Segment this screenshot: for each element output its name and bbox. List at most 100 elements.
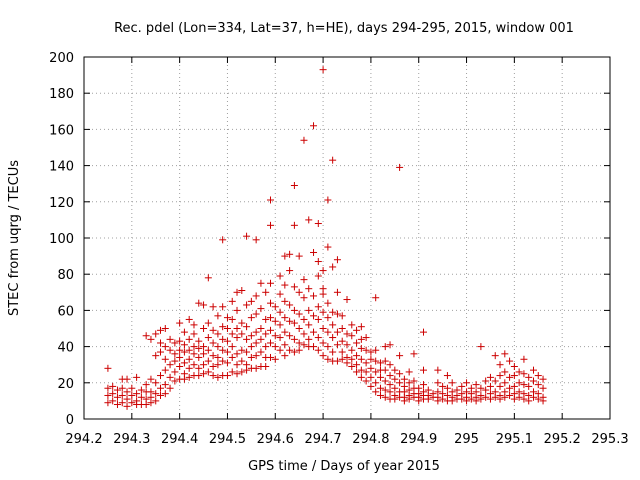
data-point [118, 384, 126, 392]
x-tick-label: 294.5 [209, 432, 246, 447]
data-point [161, 381, 169, 389]
data-point [200, 361, 208, 369]
data-point [238, 346, 246, 354]
data-point [353, 326, 361, 334]
data-point [376, 384, 384, 392]
data-point [157, 384, 165, 392]
data-point [424, 395, 432, 403]
data-point [333, 256, 341, 264]
data-point [180, 341, 188, 349]
data-point [333, 341, 341, 349]
data-point [376, 359, 384, 367]
data-point [223, 372, 231, 380]
data-point [176, 346, 184, 354]
data-point [314, 346, 322, 354]
data-point [520, 395, 528, 403]
data-point [448, 397, 456, 405]
data-point [123, 388, 131, 396]
data-point [209, 303, 217, 311]
data-point [257, 335, 265, 343]
data-point [157, 372, 165, 380]
data-point [290, 182, 298, 190]
data-point [458, 382, 466, 390]
data-point [520, 355, 528, 363]
data-point [152, 352, 160, 360]
data-point [286, 332, 294, 340]
data-point [324, 299, 332, 307]
data-point [501, 393, 509, 401]
data-point [228, 315, 236, 323]
data-point [510, 363, 518, 371]
data-point [410, 377, 418, 385]
data-point [324, 328, 332, 336]
y-tick-label: 120 [49, 196, 74, 211]
data-point [128, 399, 136, 407]
data-point [539, 375, 547, 383]
data-point [314, 220, 322, 228]
data-point [180, 328, 188, 336]
data-point [281, 352, 289, 360]
data-point [443, 384, 451, 392]
grid-lines [84, 57, 610, 419]
data-point [520, 370, 528, 378]
data-point [266, 279, 274, 287]
data-point [405, 368, 413, 376]
data-point [443, 372, 451, 380]
data-point [228, 330, 236, 338]
data-point [176, 363, 184, 371]
data-point [458, 395, 466, 403]
data-point [252, 339, 260, 347]
data-point [142, 401, 150, 409]
data-point [357, 366, 365, 374]
data-point [386, 372, 394, 380]
data-point [252, 352, 260, 360]
data-point [281, 297, 289, 305]
data-point [266, 196, 274, 204]
data-point [271, 343, 279, 351]
x-tick-label: 294.8 [352, 432, 389, 447]
data-point [290, 306, 298, 314]
chart-title: Rec. pdel (Lon=334, Lat=37, h=HE), days … [114, 21, 574, 36]
data-point [348, 332, 356, 340]
data-point [434, 397, 442, 405]
data-point [396, 379, 404, 387]
data-point [113, 393, 121, 401]
data-point [223, 348, 231, 356]
data-point [200, 370, 208, 378]
data-point [252, 236, 260, 244]
data-point [491, 352, 499, 360]
data-point [113, 401, 121, 409]
data-point [271, 303, 279, 311]
data-point [434, 366, 442, 374]
axis-ticks [83, 56, 611, 420]
data-point [353, 361, 361, 369]
data-point [396, 352, 404, 360]
data-point [515, 368, 523, 376]
data-point [195, 337, 203, 345]
data-point [104, 399, 112, 407]
data-point [171, 357, 179, 365]
data-point [529, 393, 537, 401]
data-point [157, 326, 165, 334]
data-point [281, 328, 289, 336]
data-point [472, 381, 480, 389]
data-point [228, 368, 236, 376]
y-tick-label: 20 [57, 377, 74, 392]
data-point [305, 321, 313, 329]
data-point [238, 330, 246, 338]
data-point [534, 381, 542, 389]
y-tick-label: 100 [49, 232, 74, 247]
data-point [142, 381, 150, 389]
data-point [219, 346, 227, 354]
data-point [338, 325, 346, 332]
data-point [204, 357, 212, 365]
data-point [204, 334, 212, 342]
data-point [166, 361, 174, 369]
data-point [171, 368, 179, 376]
data-point [166, 373, 174, 381]
data-point [496, 382, 504, 390]
data-point [243, 301, 251, 309]
data-point [200, 301, 208, 309]
data-point [434, 379, 442, 387]
data-point [190, 350, 198, 358]
